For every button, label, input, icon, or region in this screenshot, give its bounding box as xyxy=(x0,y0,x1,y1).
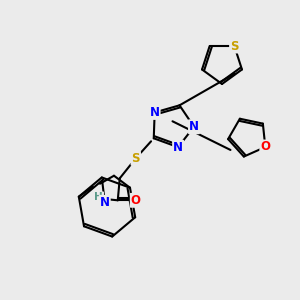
Text: O: O xyxy=(260,140,270,154)
Text: S: S xyxy=(230,40,238,52)
Text: N: N xyxy=(189,120,199,133)
Text: N: N xyxy=(100,196,110,209)
Text: O: O xyxy=(131,194,141,207)
Text: N: N xyxy=(150,106,160,119)
Text: H: H xyxy=(94,192,103,202)
Text: N: N xyxy=(173,141,183,154)
Text: S: S xyxy=(131,152,140,165)
